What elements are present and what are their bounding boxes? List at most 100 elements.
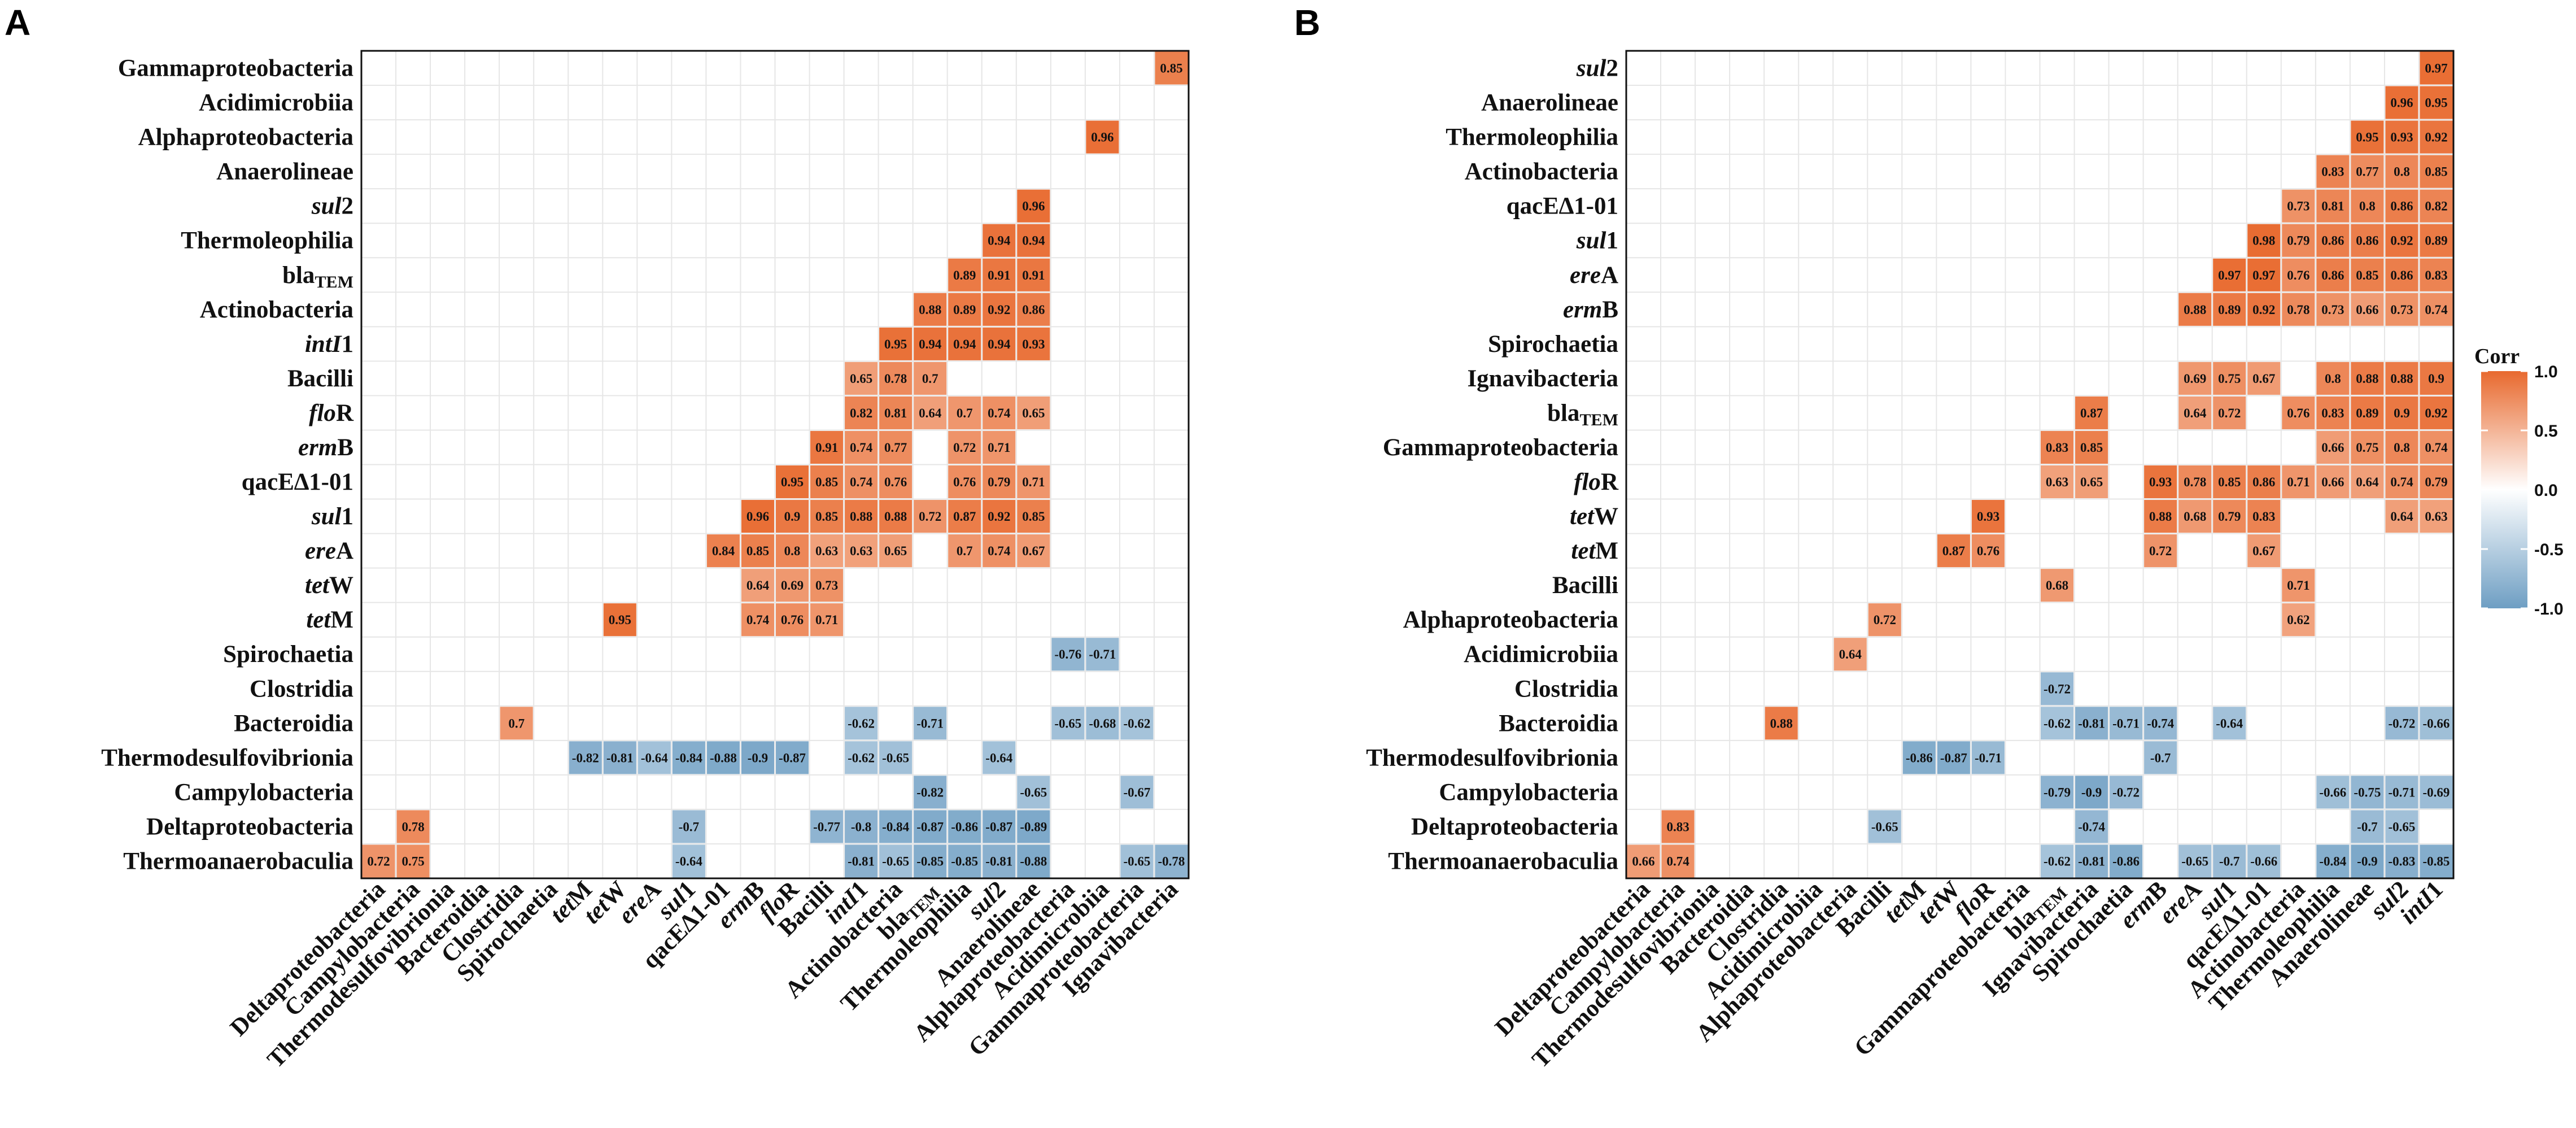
cell-value-label: 0.7 [957, 406, 973, 420]
heatmap-cell [914, 776, 947, 809]
cell-value-label: 0.95 [609, 613, 631, 627]
panel-a-letter: A [5, 2, 30, 43]
panel-b-plot-border [1625, 50, 2455, 879]
heatmap-cell [2385, 396, 2418, 429]
cell-value-label: -0.86 [1906, 751, 1933, 765]
heatmap-cell [810, 810, 844, 843]
heatmap-cell [948, 534, 981, 568]
cell-value-label: 0.72 [367, 854, 390, 868]
heatmap-cell [2110, 776, 2143, 809]
cell-value-label: -0.64 [641, 751, 668, 765]
heatmap-cell [2144, 465, 2177, 499]
heatmap-cell [2385, 293, 2418, 326]
heatmap-cell [948, 327, 981, 360]
heatmap-cell [2282, 189, 2315, 223]
y-label-thermoanaerobaculia: Thermoanaerobaculia [123, 848, 353, 874]
panel-b-letter: B [1294, 2, 1320, 43]
cell-value-label: 0.78 [2184, 475, 2206, 489]
cell-value-label: 0.93 [2390, 130, 2413, 145]
heatmap-cell [672, 844, 705, 878]
heatmap-cell [1971, 500, 2005, 533]
cell-value-label: -0.83 [2388, 854, 2415, 868]
cell-value-label: 0.64 [2184, 406, 2207, 420]
cell-value-label: -0.69 [2423, 785, 2450, 799]
heatmap-cell [776, 465, 809, 499]
heatmap-cell [2316, 155, 2350, 188]
heatmap-cell [2316, 258, 2350, 291]
heatmap-cell [1017, 293, 1050, 326]
heatmap-cell [1017, 500, 1050, 533]
cell-value-label: 0.84 [712, 544, 735, 558]
cell-value-label: 0.92 [2425, 406, 2447, 420]
cell-value-label: 0.91 [988, 268, 1010, 282]
cell-value-label: 0.72 [2218, 406, 2241, 420]
heatmap-cell [776, 534, 809, 568]
cell-value-label: 0.78 [2287, 303, 2309, 317]
heatmap-cell [2385, 362, 2418, 395]
cell-value-label: 0.7 [922, 372, 938, 386]
heatmap-cell [1017, 396, 1050, 429]
heatmap-cell [1051, 638, 1085, 671]
heatmap-cell [2316, 224, 2350, 257]
heatmap-cell [983, 327, 1016, 360]
cell-value-label: 0.85 [2425, 165, 2447, 179]
heatmap-cell [2385, 189, 2418, 223]
heatmap-cell [2213, 844, 2246, 878]
cell-value-label: 0.88 [2184, 303, 2206, 317]
cell-value-label: 0.83 [2046, 441, 2068, 455]
heatmap-cell [2385, 155, 2418, 188]
cell-value-label: 0.94 [953, 337, 976, 351]
cell-value-label: 0.94 [988, 337, 1011, 351]
cell-value-label: 0.71 [815, 613, 838, 627]
heatmap-cell [810, 603, 844, 637]
cell-value-label: -0.72 [2044, 682, 2071, 696]
cell-value-label: -0.72 [2112, 785, 2140, 799]
y-label-thermoleophilia: Thermoleophilia [1446, 124, 1618, 151]
cell-value-label: -0.68 [1089, 716, 1116, 730]
heatmap-cell [2351, 189, 2384, 223]
cell-value-label: 0.83 [2321, 165, 2344, 179]
y-label-qace-1-01: qacE∆1-01 [242, 469, 353, 495]
y-label-bacilli: Bacilli [287, 365, 353, 392]
cell-value-label: -0.9 [2081, 785, 2102, 799]
heatmap-cell [983, 500, 1016, 533]
cell-value-label: 0.64 [2356, 475, 2379, 489]
heatmap-cell [1017, 844, 1050, 878]
cell-value-label: -0.79 [2044, 785, 2071, 799]
heatmap-cell [776, 569, 809, 602]
cell-value-label: 0.85 [2218, 475, 2241, 489]
heatmap-cell [1868, 810, 1901, 843]
heatmap-cell [2075, 465, 2108, 499]
cell-value-label: 0.76 [884, 475, 907, 489]
cell-value-label: 0.97 [2425, 62, 2447, 76]
heatmap-cell [1937, 534, 1970, 568]
heatmap-cell [2420, 155, 2453, 188]
cell-value-label: -0.72 [2388, 716, 2415, 730]
heatmap-cell [845, 430, 878, 464]
cell-value-label: 0.83 [1666, 820, 1689, 834]
heatmap-cell [845, 844, 878, 878]
cell-value-label: 0.87 [1942, 544, 1965, 558]
heatmap-cell [1937, 741, 1970, 774]
heatmap-cell [2144, 707, 2177, 740]
heatmap-cell [948, 465, 981, 499]
cell-value-label: 0.71 [1022, 475, 1045, 489]
cell-value-label: 0.67 [2252, 544, 2275, 558]
heatmap-cell [845, 707, 878, 740]
cell-value-label: 0.86 [2356, 234, 2378, 248]
y-label-actinobacteria: Actinobacteria [200, 297, 353, 323]
heatmap-cell [706, 741, 740, 774]
cell-value-label: 0.92 [2390, 234, 2413, 248]
cell-value-label: -0.64 [985, 751, 1012, 765]
heatmap-cell [948, 844, 981, 878]
y-label-flor: floR [309, 400, 354, 426]
heatmap-cell [879, 810, 912, 843]
cell-value-label: -0.78 [1158, 854, 1185, 868]
heatmap-cell [2385, 776, 2418, 809]
panel-b-cells: 0.97 0.96 0.95 0.95 0.93 0.92 0.83 0.77 0.8 0.85 0… [1627, 51, 2453, 878]
heatmap-cell [1017, 534, 1050, 568]
y-label-tetm: tetM [306, 607, 353, 633]
cell-value-label: 0.64 [2390, 509, 2413, 524]
cell-value-label: 0.65 [884, 544, 907, 558]
